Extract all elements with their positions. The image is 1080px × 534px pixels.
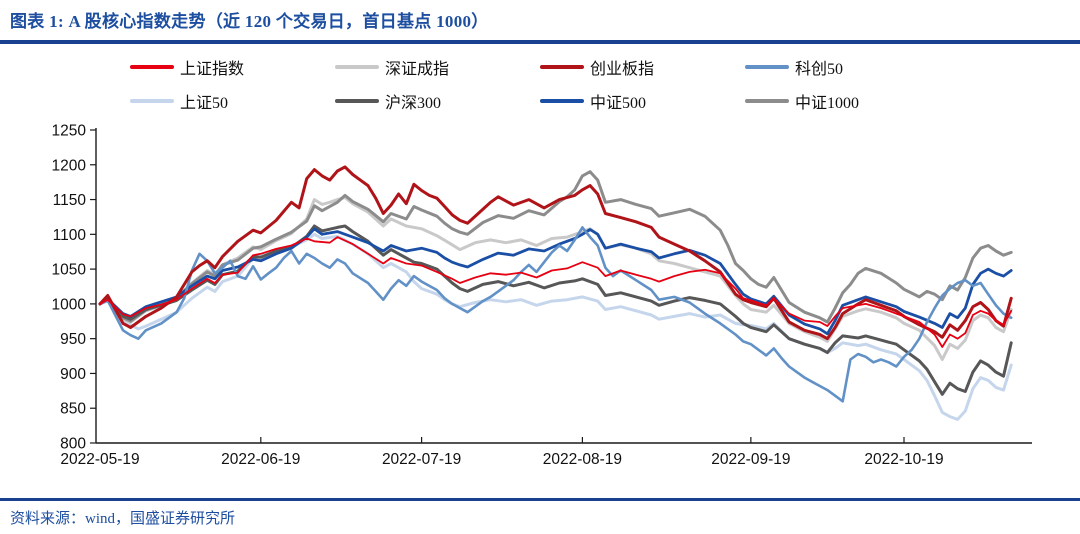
y-axis-label: 950 (60, 331, 86, 348)
legend-label-csi300: 沪深300 (385, 95, 442, 112)
x-axis-label: 2022-08-19 (543, 451, 622, 468)
y-axis-label: 1050 (52, 262, 87, 279)
legend-item-star50: 科创50 (745, 55, 950, 79)
y-axis-label: 1150 (53, 192, 87, 209)
legend-label-sse50: 上证50 (180, 95, 229, 112)
legend-item-sse50: 上证50 (130, 89, 335, 113)
x-axis-label: 2022-05-19 (60, 451, 139, 468)
legend-swatch-szse-component (335, 65, 379, 69)
x-axis-label: 2022-07-19 (382, 451, 461, 468)
legend-row-2: 上证50 沪深300 中证500 中证1000 (0, 84, 1080, 118)
legend-swatch-csi500 (540, 99, 584, 103)
series-line-sse-composite (99, 236, 1013, 348)
legend-item-sse-composite: 上证指数 (130, 55, 335, 79)
legend-label-csi1000: 中证1000 (795, 95, 860, 112)
y-axis-label: 900 (60, 366, 86, 383)
y-axis-label: 1200 (52, 157, 87, 174)
legend-label-csi500: 中证500 (590, 95, 647, 112)
legend-label-sse-composite: 上证指数 (180, 61, 245, 78)
legend-swatch-csi1000 (745, 99, 789, 103)
legend-swatch-star50 (745, 65, 789, 69)
legend-item-csi1000: 中证1000 (745, 89, 950, 113)
legend-item-csi500: 中证500 (540, 89, 745, 113)
legend-swatch-chinext (540, 65, 584, 69)
legend-swatch-csi300 (335, 99, 379, 103)
legend-swatch-sse-composite (130, 65, 174, 69)
series-line-sse50 (98, 232, 1013, 421)
series-line-csi500 (98, 227, 1013, 336)
legend-label-star50: 科创50 (795, 61, 844, 78)
figure-title: 图表 1: A 股核心指数走势（近 120 个交易日，首日基点 1000） (10, 12, 489, 31)
legend-label-chinext: 创业板指 (590, 61, 655, 78)
chart-legend: 上证指数 深证成指 创业板指 科创50 上证50 沪深300 中证500 中证1000 (0, 50, 1080, 118)
y-axis-label: 800 (60, 436, 86, 453)
x-axis-label: 2022-06-19 (221, 451, 300, 468)
y-axis-label: 1100 (53, 227, 87, 244)
x-axis-label: 2022-10-19 (864, 451, 943, 468)
footer-divider (0, 498, 1080, 501)
legend-swatch-sse50 (130, 99, 174, 103)
series-line-szse-component (98, 196, 1013, 361)
legend-item-szse-component: 深证成指 (335, 55, 540, 79)
data-source-note: 资料来源：wind，国盛证券研究所 (10, 511, 236, 527)
x-axis-label: 2022-09-19 (711, 451, 790, 468)
y-axis-label: 1250 (52, 123, 87, 140)
legend-label-szse-component: 深证成指 (385, 61, 450, 78)
title-divider (0, 40, 1080, 44)
series-line-csi300 (98, 224, 1013, 396)
legend-row-1: 上证指数 深证成指 创业板指 科创50 (0, 50, 1080, 84)
y-axis-label: 850 (60, 401, 86, 418)
series-line-star50 (98, 226, 1013, 403)
legend-item-chinext: 创业板指 (540, 55, 745, 79)
y-axis-label: 1000 (52, 296, 87, 313)
legend-item-csi300: 沪深300 (335, 89, 540, 113)
series-line-csi1000 (98, 170, 1013, 324)
series-line-chinext (98, 165, 1013, 341)
